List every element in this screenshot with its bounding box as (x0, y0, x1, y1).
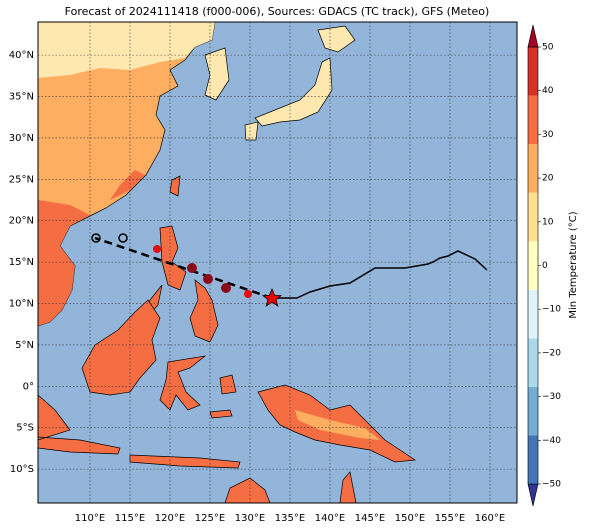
lat-tick-label: 5°S (16, 423, 34, 434)
lon-tick-label: 155°E (435, 513, 465, 524)
borneo (81, 299, 161, 396)
storm-symbol (187, 263, 197, 273)
lat-tick-label: 10°N (9, 299, 34, 310)
lat-tick-label: 10°S (10, 464, 34, 475)
colorbar-extend (527, 24, 539, 48)
map-area (38, 22, 517, 503)
lon-tick-label: 120°E (155, 513, 185, 524)
colorbar-tick-label: −20 (542, 348, 561, 358)
graticule (38, 22, 517, 503)
new-guinea-highland (295, 410, 380, 440)
colorbar-tick-label: 30 (542, 130, 554, 140)
storm-symbol (118, 233, 128, 243)
colorbar-tick-label: 40 (542, 86, 554, 96)
colorbar-bin (528, 386, 538, 436)
storm-symbol (203, 274, 213, 284)
past-track (94, 236, 273, 300)
lon-tick-label: 115°E (115, 513, 145, 524)
storm-symbol (244, 290, 252, 298)
colorbar-bin (528, 241, 538, 290)
storm-symbols (91, 233, 252, 298)
australia (224, 471, 357, 503)
north-cool (38, 22, 215, 78)
colorbar-tick-label: 50 (542, 43, 554, 53)
colorbar-bin (528, 338, 538, 387)
lon-tick-label: 110°E (75, 513, 105, 524)
colorbar-bin (528, 144, 538, 193)
lat-tick-label: 25°N (9, 174, 34, 185)
colorbar-bin (528, 47, 538, 96)
colorbar-extend (527, 483, 539, 507)
title: Forecast of 2024111418 (f000-006), Sourc… (65, 5, 490, 18)
colorbar-bin (528, 289, 538, 339)
lat-tick-label: 15°N (9, 257, 34, 268)
colorbar-tick-label: −30 (542, 392, 561, 402)
moluccas (209, 374, 237, 419)
storm-symbol (221, 283, 231, 293)
lat-tick-label: 40°N (9, 50, 34, 61)
colorbar-tick-label: −10 (542, 305, 561, 315)
storm-symbol (91, 233, 101, 243)
colorbar: 50 40 30 20 10 0 −10 −20 −30 −40 −50 (527, 24, 561, 507)
colorbar-tick-label: −50 (542, 480, 561, 490)
taiwan (169, 175, 181, 197)
lat-tick-label: 0° (23, 381, 34, 392)
sulawesi (159, 355, 207, 411)
forecast-track (272, 250, 488, 299)
lat-tick-label: 5°N (15, 340, 34, 351)
colorbar-bin (528, 95, 538, 145)
colorbar-tick-label: 10 (542, 217, 554, 227)
map-frame (37, 21, 518, 504)
lat-tick-label: 20°N (9, 216, 34, 227)
lat-tick-label: 35°N (9, 92, 34, 103)
colorbar-bin (528, 435, 538, 484)
storm-symbol (153, 245, 161, 253)
current-position (261, 287, 283, 307)
sumatra-java (38, 394, 241, 469)
colorbar-label: Min Temperature (°C) (568, 211, 579, 318)
colorbar-bin (528, 192, 538, 242)
colorbar-tick-label: 20 (542, 174, 554, 184)
colorbar-tick-label: −40 (542, 436, 561, 446)
lon-tick-label: 135°E (275, 513, 305, 524)
lon-tick-label: 160°E (475, 513, 505, 524)
lon-tick-label: 150°E (395, 513, 425, 524)
japan (244, 25, 356, 141)
south-warm (38, 170, 145, 326)
lon-tick-label: 130°E (235, 513, 265, 524)
lon-tick-label: 140°E (315, 513, 345, 524)
lon-tick-label: 145°E (355, 513, 385, 524)
lat-tick-label: 30°N (9, 133, 34, 144)
colorbar-tick-label: 0 (542, 261, 548, 271)
lon-tick-label: 125°E (195, 513, 225, 524)
